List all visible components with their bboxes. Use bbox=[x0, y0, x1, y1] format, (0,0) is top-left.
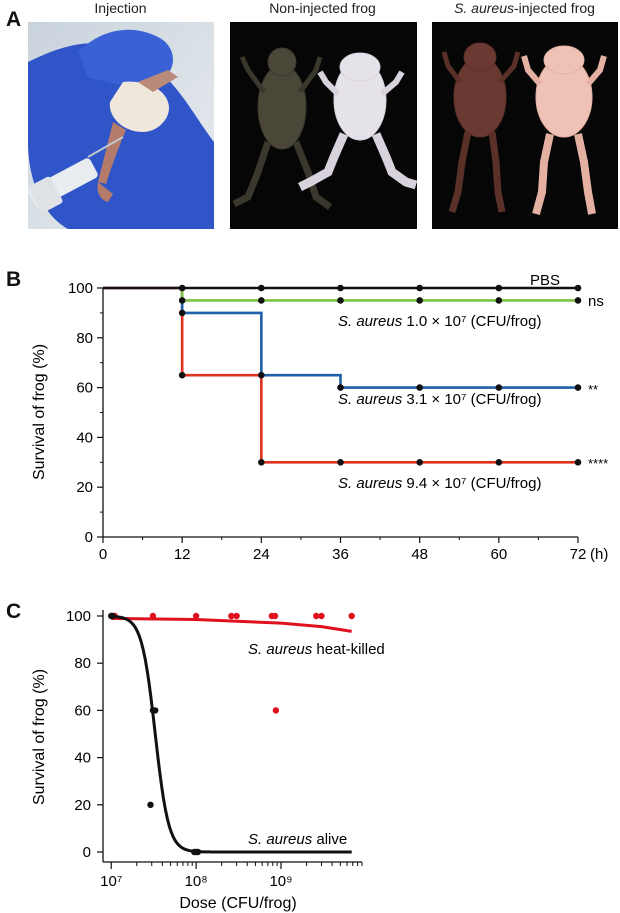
data-point bbox=[258, 371, 265, 379]
x-tick-label: 60 bbox=[490, 546, 507, 563]
alive-point bbox=[194, 848, 202, 856]
data-point bbox=[416, 384, 423, 391]
x-axis-label: Dose (CFU/frog) bbox=[179, 895, 296, 912]
photo-title-injection: Injection bbox=[94, 0, 147, 16]
data-point bbox=[416, 284, 423, 292]
heat-killed-point bbox=[318, 612, 325, 620]
panel-label-c: C bbox=[6, 600, 22, 623]
data-point bbox=[178, 309, 186, 317]
data-point bbox=[337, 297, 344, 304]
injection-photo bbox=[28, 22, 214, 229]
y-tick-label: 100 bbox=[66, 608, 91, 625]
y-tick-label: 40 bbox=[74, 750, 91, 767]
data-point bbox=[337, 459, 344, 466]
significance-mid-dose: ** bbox=[588, 382, 598, 397]
data-point bbox=[337, 384, 344, 391]
y-tick-label: 60 bbox=[76, 380, 93, 397]
data-point bbox=[495, 284, 503, 292]
legend-label-mid-dose: S. aureus 3.1 × 10⁷ (CFU/frog) bbox=[338, 391, 541, 408]
dose-response-chart: Survival of frog (%) 0 20 40 60 80 100 10⁷ 10⁸… bbox=[31, 608, 385, 912]
data-point bbox=[416, 297, 423, 304]
data-point bbox=[337, 284, 344, 292]
data-point bbox=[495, 459, 503, 466]
x-tick-label: 72 bbox=[570, 546, 587, 563]
data-point bbox=[495, 384, 503, 391]
heat-killed-point bbox=[228, 612, 235, 620]
dark-frog bbox=[232, 47, 333, 210]
dark-injected-frog bbox=[441, 42, 521, 214]
heat-killed-point bbox=[271, 612, 279, 620]
alive-point bbox=[147, 801, 154, 808]
y-tick-label: 80 bbox=[76, 330, 93, 347]
legend-label-alive: S. aureus alive bbox=[248, 831, 347, 848]
injected-frog-photo bbox=[432, 22, 618, 229]
non-injected-frog-photo bbox=[230, 22, 417, 229]
data-point bbox=[574, 284, 582, 292]
panel-label-a: A bbox=[6, 8, 22, 31]
data-point bbox=[258, 297, 265, 304]
legend-label-high-dose: S. aureus 9.4 × 10⁷ (CFU/frog) bbox=[338, 475, 541, 492]
heat-killed-point bbox=[192, 612, 200, 620]
y-tick-label: 100 bbox=[68, 280, 93, 297]
y-axis-label: Survival of frog (%) bbox=[31, 344, 48, 480]
heat-killed-point bbox=[272, 707, 280, 714]
x-tick-label: 36 bbox=[332, 546, 349, 563]
photo-title-non-injected: Non-injected frog bbox=[269, 0, 376, 16]
y-tick-label: 60 bbox=[74, 702, 91, 719]
data-point bbox=[495, 297, 503, 304]
data-point bbox=[258, 459, 265, 466]
significance-high-dose: **** bbox=[588, 456, 608, 471]
legend-label-pbs: PBS bbox=[530, 272, 560, 289]
x-axis-unit: (h) bbox=[590, 546, 608, 563]
data-point bbox=[574, 459, 582, 466]
y-tick-label: 20 bbox=[74, 797, 91, 814]
y-tick-label: 0 bbox=[83, 844, 91, 861]
y-tick-label: 20 bbox=[76, 479, 93, 496]
panel-label-b: B bbox=[6, 268, 22, 291]
series-line-2 bbox=[180, 288, 578, 389]
data-point bbox=[178, 297, 186, 304]
data-point bbox=[574, 384, 582, 391]
significance-low-dose: ns bbox=[588, 293, 604, 310]
heat-killed-fit-line bbox=[111, 616, 352, 633]
heat-killed-point bbox=[233, 612, 240, 620]
x-tick-label: 10⁷ bbox=[100, 873, 122, 890]
x-tick-label: 0 bbox=[99, 546, 107, 563]
y-tick-label: 0 bbox=[85, 529, 93, 546]
x-tick-label: 48 bbox=[411, 546, 428, 563]
survival-time-chart: Survival of frog (%) 0 20 40 60 80 100 0 12 24 3… bbox=[31, 272, 608, 563]
y-axis-label: Survival of frog (%) bbox=[31, 669, 48, 805]
x-tick-label: 12 bbox=[174, 546, 191, 563]
data-point bbox=[178, 284, 186, 292]
heat-killed-point bbox=[313, 612, 320, 620]
heat-killed-point bbox=[348, 612, 355, 620]
pale-frog bbox=[297, 52, 417, 192]
y-tick-label: 40 bbox=[76, 429, 93, 446]
alive-point bbox=[152, 707, 159, 714]
x-tick-label: 10⁹ bbox=[269, 873, 292, 890]
legend-label-low-dose: S. aureus 1.0 × 10⁷ (CFU/frog) bbox=[338, 313, 541, 330]
alive-fit-line bbox=[111, 614, 352, 854]
photo-title-injected: S. aureus-injected frog bbox=[454, 0, 595, 16]
data-point bbox=[178, 371, 186, 379]
data-point bbox=[574, 297, 582, 304]
data-point bbox=[416, 459, 423, 466]
alive-point bbox=[109, 612, 116, 620]
heat-killed-point bbox=[149, 612, 157, 620]
pale-injected-frog bbox=[521, 45, 607, 216]
x-tick-label: 10⁸ bbox=[185, 873, 208, 890]
y-tick-label: 80 bbox=[74, 655, 91, 672]
series-line-1 bbox=[180, 288, 578, 302]
legend-label-heat-killed: S. aureus heat-killed bbox=[248, 641, 385, 658]
data-point bbox=[258, 284, 265, 292]
x-tick-label: 24 bbox=[253, 546, 270, 563]
